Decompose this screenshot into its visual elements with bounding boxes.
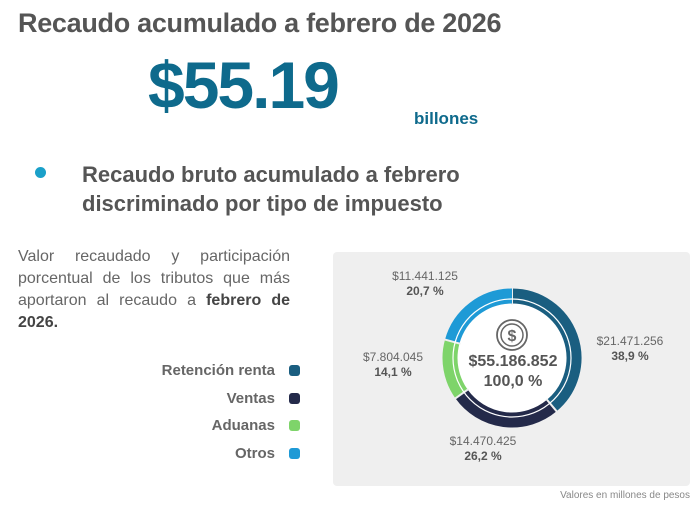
legend-item-ventas: Ventas <box>120 385 300 413</box>
label-aduanas: $7.804.045 14,1 % <box>362 350 424 379</box>
subtitle-line-2: discriminado por tipo de impuesto <box>82 191 443 216</box>
segment-separator <box>443 338 461 345</box>
description: Valor recaudado y participación porcentu… <box>18 246 290 334</box>
inner-ring-line <box>452 298 572 418</box>
page-title: Recaudo acumulado a febrero de 2026 <box>18 8 502 38</box>
subtitle-line-1: Recaudo bruto acumulado a febrero <box>82 162 460 187</box>
svg-text:$: $ <box>508 328 517 345</box>
chart-legend: Retención renta Ventas Aduanas Otros <box>120 357 300 467</box>
legend-swatch <box>289 365 300 377</box>
label-ventas: $14.470.425 26,2 % <box>449 434 517 463</box>
segment-separator <box>454 388 470 400</box>
description-text: Valor recaudado y participación porcentu… <box>18 248 290 309</box>
segment-separator <box>545 398 559 413</box>
dollar-coin-icon: $ <box>496 319 528 351</box>
donut-chart: $ <box>442 287 582 428</box>
bullet-icon <box>35 167 46 178</box>
legend-label: Otros <box>234 444 275 462</box>
donut-hole <box>457 303 567 413</box>
total-amount-unit: billones <box>414 109 479 128</box>
legend-item-aduanas: Aduanas <box>120 412 300 440</box>
donut-segment <box>442 339 468 399</box>
description-bold: febrero de 2026. <box>18 292 290 331</box>
center-total-percent: 100,0 % <box>483 373 543 390</box>
donut-segment <box>511 288 582 412</box>
legend-swatch <box>289 392 300 404</box>
label-otros: $11.441.125 20,7 % <box>392 269 458 298</box>
legend-swatch <box>289 447 300 459</box>
legend-label: Aduanas <box>211 417 275 435</box>
total-amount: $55.19 <box>148 48 340 122</box>
footnote: Valores en millones de pesos <box>560 490 690 501</box>
legend-swatch <box>289 420 300 432</box>
donut-segment <box>444 288 513 344</box>
legend-label: Retención renta <box>161 362 275 380</box>
donut-center-total: $55.186.852 100,0 % <box>448 352 578 392</box>
center-total-value: $55.186.852 <box>468 353 558 370</box>
legend-item-otros: Otros <box>120 440 300 468</box>
label-retencion-renta: $21.471.256 38,9 % <box>596 334 664 363</box>
donut-segment <box>455 389 557 428</box>
legend-item-retencion-renta: Retención renta <box>120 357 300 385</box>
donut-segments <box>442 287 582 428</box>
chart-panel: $ $55.186.852 100,0 % $11.441.125 20,7 %… <box>333 252 690 486</box>
legend-label: Ventas <box>226 389 275 407</box>
section-subtitle: Recaudo bruto acumulado a febrero discri… <box>82 160 460 218</box>
